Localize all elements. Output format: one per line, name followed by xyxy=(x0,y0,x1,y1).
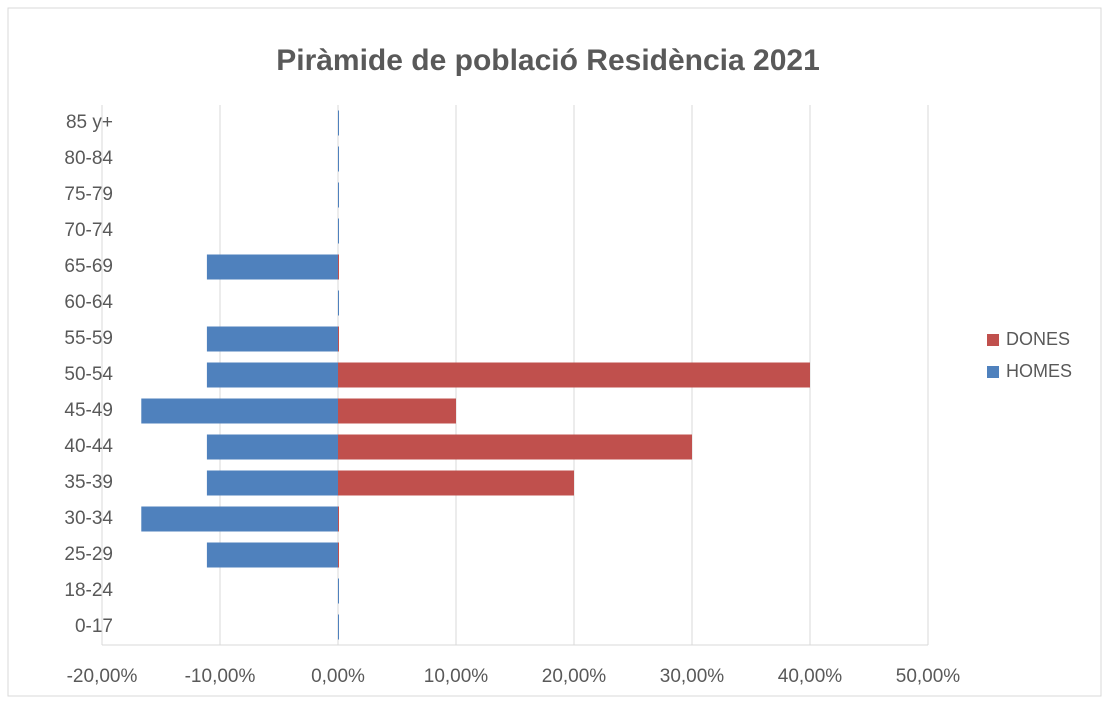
bar xyxy=(206,326,338,352)
bar xyxy=(338,110,339,136)
x-tick-label: 50,00% xyxy=(896,666,961,687)
legend-label: DONES xyxy=(1006,329,1070,349)
x-tick-label: -10,00% xyxy=(185,666,256,687)
y-tick-label: 45-49 xyxy=(64,400,113,421)
bar xyxy=(206,542,338,568)
bar xyxy=(338,218,339,244)
bar xyxy=(338,614,339,640)
x-tick-label: 40,00% xyxy=(778,666,843,687)
x-tick-label: -20,00% xyxy=(67,666,138,687)
y-tick-label: 25-29 xyxy=(64,544,113,565)
bar xyxy=(206,434,338,460)
bar xyxy=(338,290,339,316)
y-tick-label: 65-69 xyxy=(64,256,113,277)
x-tick-label: 30,00% xyxy=(660,666,725,687)
legend-swatch xyxy=(987,334,999,346)
bar xyxy=(338,470,574,496)
bar xyxy=(338,434,692,460)
y-tick-label: 50-54 xyxy=(64,364,113,385)
bar xyxy=(338,542,339,568)
y-tick-label: 0-17 xyxy=(75,616,113,637)
bar xyxy=(338,254,339,280)
x-tick-label: 10,00% xyxy=(424,666,489,687)
bar xyxy=(338,326,339,352)
bar xyxy=(338,362,810,388)
bar xyxy=(141,398,338,424)
x-tick-label: 20,00% xyxy=(542,666,607,687)
y-tick-label: 55-59 xyxy=(64,328,113,349)
bar xyxy=(338,182,339,208)
y-tick-label: 85 y+ xyxy=(66,112,113,133)
bar xyxy=(206,254,338,280)
x-tick-label: 0,00% xyxy=(311,666,365,687)
chart-title: Piràmide de població Residència 2021 xyxy=(276,44,820,77)
bar xyxy=(141,506,338,532)
chart-border xyxy=(7,7,1102,697)
bar xyxy=(338,398,456,424)
bar xyxy=(206,362,338,388)
y-tick-label: 30-34 xyxy=(64,508,113,529)
y-tick-label: 60-64 xyxy=(64,292,113,313)
legend-label: HOMES xyxy=(1006,361,1072,381)
bar xyxy=(206,470,338,496)
bar xyxy=(338,578,339,604)
y-tick-label: 18-24 xyxy=(64,580,113,601)
y-tick-label: 35-39 xyxy=(64,472,113,493)
y-tick-label: 75-79 xyxy=(64,184,113,205)
y-tick-label: 80-84 xyxy=(64,148,113,169)
y-tick-label: 40-44 xyxy=(64,436,113,457)
y-tick-label: 70-74 xyxy=(64,220,113,241)
bar xyxy=(338,506,339,532)
bar xyxy=(338,146,339,172)
legend-swatch xyxy=(987,366,999,378)
